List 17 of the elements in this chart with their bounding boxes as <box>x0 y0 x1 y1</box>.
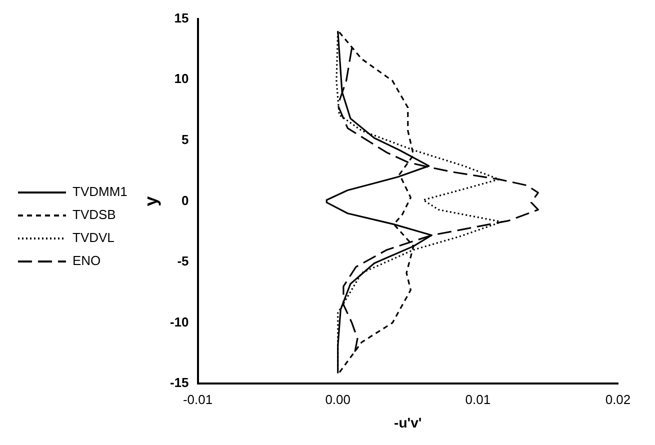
x-axis-title: -u'v' <box>394 414 422 430</box>
y-tick-label: 5 <box>182 132 189 147</box>
x-tick-label: 0.00 <box>325 392 351 407</box>
y-tick-label: 15 <box>174 10 189 26</box>
legend-label: TVDMM1 <box>72 184 128 200</box>
y-tick-label: -10 <box>170 314 189 330</box>
y-tick-label: -5 <box>177 254 189 269</box>
y-tick-label: 0 <box>182 192 189 208</box>
y-axis-title: y <box>141 196 162 206</box>
y-tick-label: -15 <box>170 375 189 390</box>
x-tick-label: -0.01 <box>182 392 213 407</box>
x-tick-label: 0.02 <box>605 392 631 407</box>
x-tick-label: 0.01 <box>465 392 491 407</box>
legend-label: ENO <box>72 253 101 268</box>
legend-label: TVDSB <box>72 207 116 222</box>
legend-label: TVDVL <box>72 230 114 246</box>
y-tick-label: 10 <box>174 71 189 86</box>
